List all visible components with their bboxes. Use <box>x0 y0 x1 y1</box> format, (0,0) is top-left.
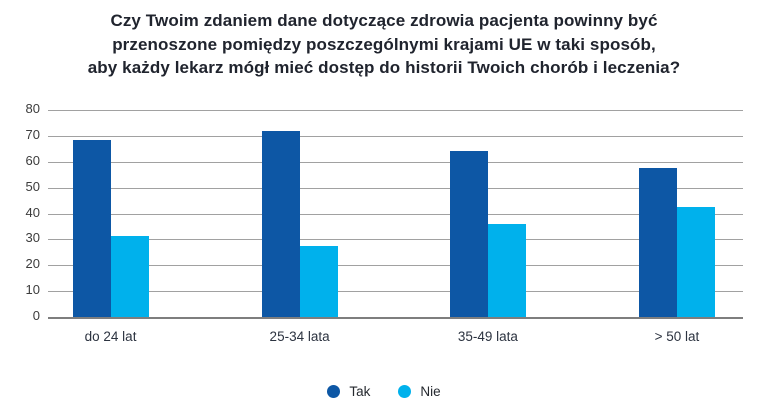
legend-label-nie: Nie <box>420 384 441 399</box>
gridline <box>48 265 743 267</box>
chart-title-line-1: Czy Twoim zdaniem dane dotyczące zdrowia… <box>110 11 658 30</box>
y-axis-tick-label: 60 <box>25 152 40 168</box>
x-axis-category-label: 25-34 lata <box>269 329 330 344</box>
x-axis-category-label: 35-49 lata <box>457 329 518 344</box>
y-axis-tick-label: 40 <box>25 204 40 220</box>
legend-dot-tak <box>327 385 341 398</box>
bar-nie-1 <box>110 235 149 317</box>
legend-label-tak: Tak <box>349 384 371 399</box>
gridline <box>48 135 743 137</box>
bar-nie-3 <box>487 223 526 317</box>
gridline <box>48 161 743 163</box>
chart-title-line-3: aby każdy lekarz mógł mieć dostęp do his… <box>87 58 681 77</box>
bar-nie-2 <box>299 245 338 317</box>
bar-group-3 <box>449 110 526 317</box>
y-axis-tick-label: 30 <box>25 230 40 246</box>
bar-group-4 <box>638 110 715 317</box>
y-axis-tick-label: 0 <box>32 308 40 323</box>
bar-tak-2 <box>261 130 300 317</box>
plot-area: 0 10 20 30 40 50 60 70 80 do 24 lat 25-34 lata 35-4… <box>26 101 743 344</box>
legend-item-nie: Nie <box>398 384 441 399</box>
chart-title-line-2: przenoszone pomiędzy poszczególnymi kraj… <box>112 34 656 54</box>
gridline <box>48 187 743 189</box>
legend-item-tak: Tak <box>327 384 370 399</box>
gridline <box>48 291 743 293</box>
gridline <box>48 110 743 111</box>
bar-tak-1 <box>72 139 111 317</box>
legend: Tak Nie <box>0 384 768 399</box>
y-axis-tick-label: 50 <box>25 178 40 194</box>
x-axis-category-label: do 24 lat <box>84 329 137 344</box>
gridline <box>48 213 743 215</box>
legend-dot-nie <box>398 385 412 398</box>
y-axis-tick-label: 70 <box>25 126 40 142</box>
chart-title: Czy Twoim zdaniem dane dotyczące zdrowia… <box>0 9 768 80</box>
bar-tak-4 <box>638 168 677 317</box>
y-axis-tick-label: 20 <box>25 256 40 272</box>
bar-tak-3 <box>449 151 488 317</box>
y-axis-tick-label: 80 <box>25 101 40 116</box>
bar-group-2 <box>261 110 338 317</box>
x-axis-category-label: > 50 lat <box>654 329 700 344</box>
y-axis-tick-label: 10 <box>25 282 40 298</box>
gridline <box>48 239 743 241</box>
bar-nie-4 <box>676 207 715 317</box>
bar-group-1 <box>72 110 149 317</box>
